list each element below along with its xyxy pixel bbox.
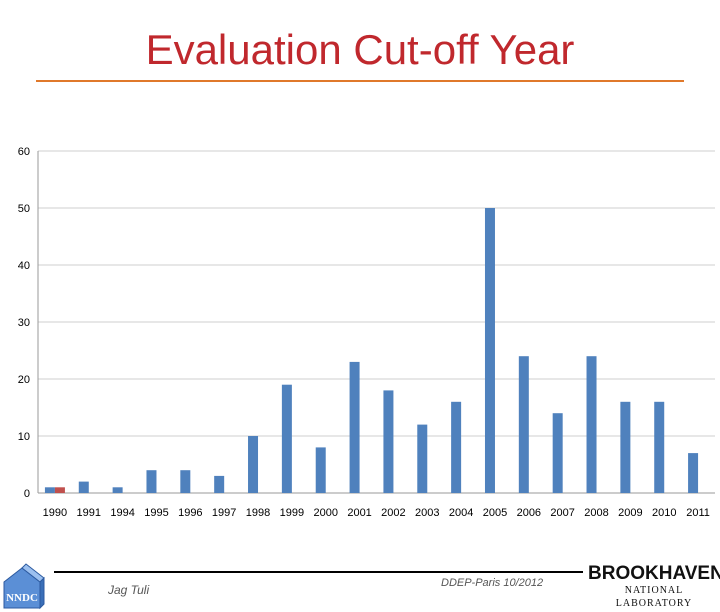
x-tick-label: 2010 [652, 507, 676, 519]
bar-2011 [688, 453, 699, 493]
gridlines [37, 150, 715, 494]
x-tick-label: 2001 [347, 507, 371, 519]
footer-author: Jag Tuli [108, 583, 150, 597]
x-tick-label: 1994 [110, 507, 134, 519]
x-tick-label: 2009 [618, 507, 642, 519]
brookhaven-logo-subtitle: NATIONAL LABORATORY [615, 585, 693, 609]
x-tick-label: 1999 [280, 507, 304, 519]
y-axis-ticks: 0 10 20 30 40 50 60 [18, 146, 30, 500]
x-tick-label: 1996 [178, 507, 202, 519]
slide-title: Evaluation Cut-off Year [145, 26, 575, 73]
bars [44, 208, 699, 493]
bar-2001 [349, 361, 360, 493]
bar-2005 [484, 208, 495, 493]
x-tick-label: 2006 [517, 507, 541, 519]
title-divider [36, 80, 684, 82]
x-tick-label: 1991 [77, 507, 101, 519]
bar-2000 [315, 447, 326, 493]
bar-2008 [586, 356, 597, 493]
x-tick-label: 1990 [43, 507, 67, 519]
brookhaven-logo-word: BROOKHAVEN [588, 563, 720, 584]
bar-2004 [451, 401, 462, 493]
nndc-logo-text: NNDC [6, 592, 38, 604]
y-tick-label: 60 [18, 146, 30, 158]
y-tick-label: 0 [24, 488, 30, 500]
y-tick-label: 40 [18, 260, 30, 272]
x-tick-label: 2005 [483, 507, 507, 519]
bar-2007 [552, 413, 563, 493]
x-tick-label: 1995 [144, 507, 168, 519]
x-tick-label: 2004 [449, 507, 473, 519]
bar-1996 [180, 470, 191, 493]
bar-2009 [620, 401, 631, 493]
bar-1990-series2 [54, 487, 65, 493]
bar-1999 [281, 384, 292, 493]
nndc-logo: NNDC [3, 563, 45, 610]
x-tick-label: 2011 [686, 507, 710, 519]
bar-1998 [248, 436, 259, 493]
bar-1994 [112, 487, 123, 493]
bar-1991 [78, 481, 89, 493]
x-tick-label: 2007 [550, 507, 574, 519]
x-tick-label: 2002 [381, 507, 405, 519]
x-axis-ticks: 1990 1991 1994 1995 1996 1997 1998 1999 2000 2001… [43, 507, 710, 519]
y-tick-label: 10 [18, 431, 30, 443]
x-tick-label: 1998 [246, 507, 270, 519]
bar-1995 [146, 470, 157, 493]
x-tick-label: 1997 [212, 507, 236, 519]
bar-2010 [654, 401, 665, 493]
brookhaven-logo: BROOKHAVEN NATIONAL LABORATORY [588, 564, 720, 610]
footer-divider [54, 571, 583, 573]
x-tick-label: 2003 [415, 507, 439, 519]
bar-2003 [417, 424, 428, 493]
footer-event: DDEP-Paris 10/2012 [441, 577, 544, 589]
y-tick-label: 20 [18, 374, 30, 386]
y-tick-label: 50 [18, 203, 30, 215]
bar-2002 [383, 390, 394, 493]
y-tick-label: 30 [18, 317, 30, 329]
bar-1990 [44, 487, 55, 493]
bar-1997 [214, 475, 225, 493]
bar-2006 [518, 356, 529, 493]
x-tick-label: 2000 [313, 507, 337, 519]
x-tick-label: 2008 [584, 507, 608, 519]
